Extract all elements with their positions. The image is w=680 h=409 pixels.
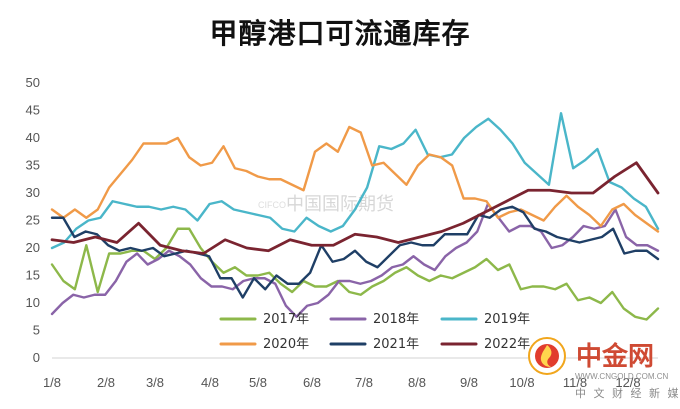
x-tick-label: 5/8 [249, 375, 267, 390]
legend-label-5: 2021年 [373, 337, 419, 352]
legend-item-1: 2017年 [219, 312, 309, 327]
legend-label-3: 2019年 [484, 312, 530, 327]
chart-title: 甲醇港口可流通库存 [209, 17, 471, 50]
legend-item-3: 2019年 [440, 312, 530, 327]
legend-label-1: 2017年 [263, 312, 309, 327]
x-tick-label: 8/8 [408, 375, 426, 390]
legend-item-6: 2022年 [440, 337, 530, 352]
x-tick-label: 9/8 [460, 375, 478, 390]
y-tick-label: 25 [26, 213, 40, 228]
logo-subtitle: 中 文 财 经 新 媒 体 [575, 386, 680, 400]
series-line-6 [50, 161, 660, 255]
series-line-3 [50, 112, 660, 250]
y-tick-label: 5 [33, 323, 40, 338]
x-tick-label: 11/8 [563, 375, 587, 390]
legend-label-6: 2022年 [484, 337, 530, 352]
y-tick-label: 40 [26, 130, 40, 145]
y-tick-label: 45 [26, 103, 40, 118]
legend-item-4: 2020年 [219, 337, 309, 352]
watermark-text: 中国国际期货 [286, 194, 394, 215]
legend-item-5: 2021年 [329, 337, 419, 352]
x-tick-label: 4/8 [201, 375, 219, 390]
logo-name: 中金网 [576, 341, 654, 372]
logo-url: WWW.CNGOLD.COM.CN [575, 372, 669, 381]
logo-flame-icon [540, 345, 552, 367]
y-tick-label: 20 [26, 240, 40, 255]
series-line-1 [50, 227, 660, 321]
y-tick-label: 50 [26, 75, 40, 90]
x-tick-label: 6/8 [303, 375, 321, 390]
x-tick-label: 2/8 [97, 375, 115, 390]
y-tick-label: 10 [26, 295, 40, 310]
y-tick-label: 0 [33, 350, 40, 365]
legend-item-2: 2018年 [329, 312, 419, 327]
series-line-4 [50, 125, 660, 233]
x-tick-label: 7/8 [355, 375, 373, 390]
y-tick-label: 30 [26, 185, 40, 200]
legend-label-2: 2018年 [373, 312, 419, 327]
y-tick-label: 35 [26, 158, 40, 173]
series-line-2 [50, 202, 660, 318]
y-tick-label: 15 [26, 268, 40, 283]
x-tick-label: 12/8 [615, 375, 640, 390]
x-tick-label: 3/8 [146, 375, 164, 390]
x-tick-label: 1/8 [43, 375, 61, 390]
watermark-small-text: CIFCO [258, 200, 286, 210]
legend-label-4: 2020年 [263, 337, 309, 352]
series-line-5 [50, 205, 660, 299]
x-tick-label: 10/8 [509, 375, 534, 390]
